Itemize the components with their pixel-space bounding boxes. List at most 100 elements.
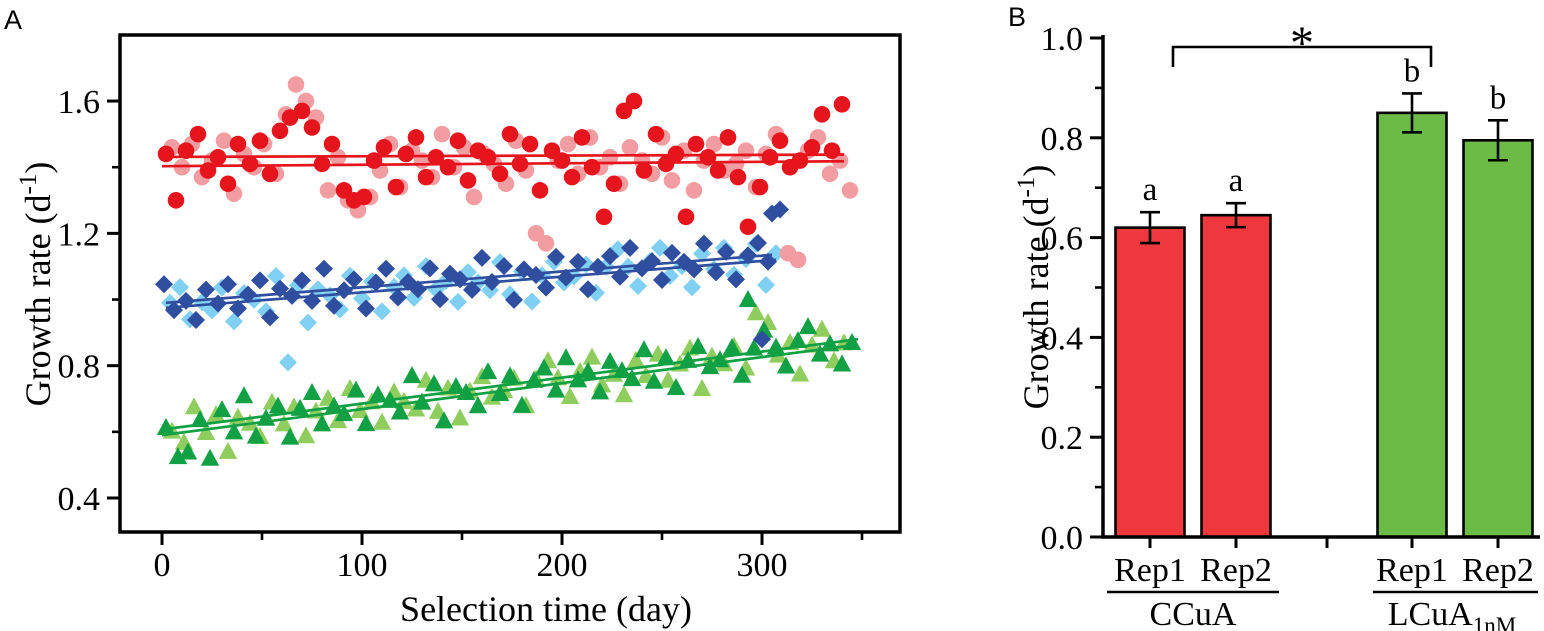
data-point-circle (821, 165, 839, 183)
data-point-circle (537, 234, 555, 252)
data-point-diamond (767, 244, 785, 263)
data-point-circle (355, 188, 373, 206)
bar-ccua-rep1 (1114, 226, 1186, 539)
data-point-circle (215, 132, 233, 150)
bar-lcua1nm-rep1 (1376, 111, 1448, 539)
data-point-circle (465, 188, 483, 206)
data-point-triangle (390, 402, 410, 420)
significance-letter: a (1143, 172, 1158, 208)
data-point-triangle (372, 412, 392, 430)
data-point-diamond (695, 234, 713, 253)
data-point-circle (705, 135, 723, 153)
data-point-circle (303, 119, 321, 136)
bar-lcua1nm-rep2 (1462, 138, 1534, 539)
trendline-blue-fit-2 (165, 258, 777, 310)
a-y-tick-label: 1.6 (58, 84, 101, 121)
data-point-circle (663, 172, 681, 189)
data-point-triangle (546, 380, 566, 398)
panel-a-frame (118, 33, 902, 534)
panel-b-bars-group: 0.0 0.2 0.4 0.6 0.8 1.0 a Rep1 a Rep2 b Rep1 b Rep2 CC… (1041, 17, 1538, 631)
data-point-triangle (346, 380, 366, 398)
data-point-triangle (626, 350, 646, 368)
data-point-diamond (155, 275, 173, 294)
data-point-triangle (246, 426, 266, 444)
data-point-circle (375, 139, 393, 156)
data-point-circle (841, 182, 859, 199)
data-point-diamond (495, 257, 513, 276)
data-point-triangle (296, 426, 316, 444)
data-point-triangle (212, 400, 232, 418)
data-point-circle (417, 168, 435, 186)
rep-label: Rep1 (1376, 552, 1448, 589)
data-point-triangle (200, 448, 220, 466)
data-point-circle (823, 142, 841, 159)
data-point-triangle (156, 418, 176, 436)
data-point-diamond (771, 200, 789, 219)
error-bar (1140, 210, 1160, 245)
data-point-triangle (666, 378, 686, 396)
data-point-circle (219, 175, 237, 193)
data-point-diamond (345, 270, 363, 289)
data-point-triangle (450, 408, 470, 426)
data-point-diamond (727, 270, 745, 289)
data-point-diamond (505, 290, 523, 309)
data-point-triangle (402, 366, 422, 384)
group-label: LCuA1nM (1388, 596, 1516, 631)
data-point-diamond (197, 280, 215, 299)
panel-a-x-axis-label: Selection time (day) (400, 589, 692, 629)
significance-bracket (1171, 45, 1433, 67)
data-point-circle (709, 162, 727, 179)
data-point-triangle (810, 344, 830, 362)
data-point-diamond (389, 288, 407, 307)
data-point-diamond (547, 247, 565, 266)
data-point-circle (433, 125, 451, 143)
panel-a-y-axis-label: Growth rate (d-1) (15, 162, 58, 407)
data-point-circle (323, 135, 341, 153)
panel-a-letter: A (4, 5, 22, 35)
data-point-circle (521, 135, 539, 153)
data-point-diamond (601, 247, 619, 266)
data-point-diamond (653, 271, 671, 290)
data-point-circle (687, 135, 705, 153)
data-point-circle (771, 132, 789, 150)
data-point-diamond (171, 278, 189, 297)
data-point-circle (719, 129, 737, 146)
data-point-triangle (424, 374, 444, 392)
data-point-triangle (368, 385, 388, 403)
data-point-diamond (749, 233, 767, 252)
data-point-circle (479, 148, 497, 166)
data-point-triangle (746, 303, 766, 321)
data-point-circle (583, 158, 601, 176)
data-point-triangle (658, 370, 678, 388)
data-point-diamond (707, 263, 725, 282)
data-point-circle (563, 168, 581, 186)
data-point-diamond (315, 259, 333, 278)
data-point-triangle (776, 356, 796, 374)
data-point-triangle (228, 407, 248, 425)
data-point-circle (751, 178, 769, 196)
data-point-triangle (512, 395, 532, 413)
data-point-triangle (302, 382, 322, 400)
bar-ccua-rep2 (1200, 213, 1272, 539)
data-point-diamond (299, 313, 317, 332)
data-point-diamond (473, 248, 491, 267)
data-point-triangle (732, 365, 752, 383)
rep-label: Rep2 (1462, 552, 1534, 589)
data-point-circle (833, 96, 851, 113)
data-point-diamond (537, 278, 555, 297)
data-point-diamond (431, 290, 449, 309)
significance-letter: b (1490, 80, 1507, 116)
data-point-diamond (279, 353, 297, 372)
data-point-circle (271, 122, 289, 140)
error-bar (1402, 92, 1422, 134)
a-x-tick-label: 0 (154, 547, 171, 584)
trendline-green-fit-2 (161, 343, 855, 437)
data-point-circle (229, 135, 247, 153)
data-point-circle (491, 165, 509, 183)
data-point-triangle (688, 336, 708, 354)
data-point-circle (501, 125, 519, 143)
data-point-circle (407, 129, 425, 146)
error-bar (1488, 119, 1508, 162)
